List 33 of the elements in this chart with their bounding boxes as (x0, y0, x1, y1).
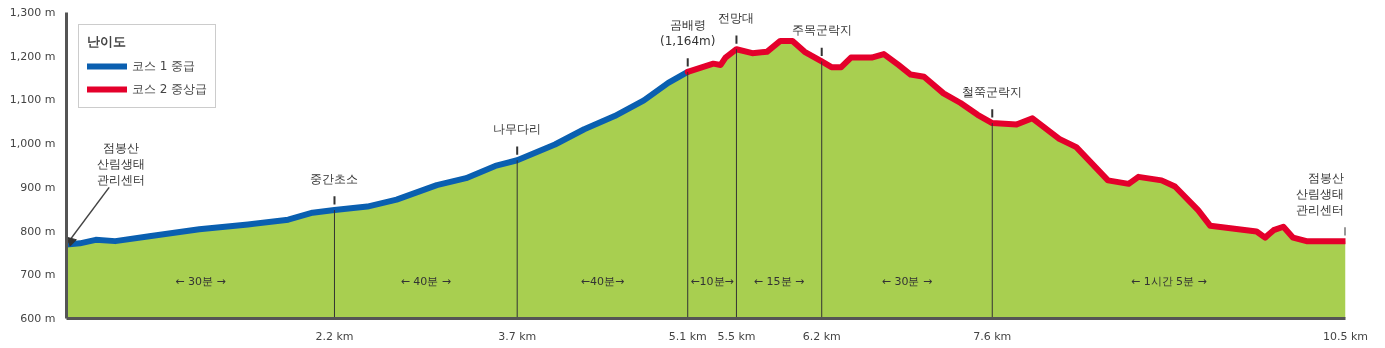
annotation: 전망대 (718, 11, 755, 26)
annotation: 나무다리 (493, 122, 542, 137)
x-tick-label: 5.1 km (668, 329, 707, 343)
annotation: 주목군락지 (791, 23, 852, 38)
annotation: ←40분→ (580, 275, 625, 289)
y-tick-label: 1,100 m (9, 93, 56, 107)
y-tick-label: 800 m (20, 224, 56, 238)
y-tick-label: 1,200 m (9, 49, 56, 63)
annotation: 점봉산 산림생태 관리센터 (97, 141, 146, 188)
annotation: ←10분→ (690, 275, 734, 289)
y-tick-label: 1,000 m (9, 137, 56, 151)
x-tick-label: 10.5 km (1322, 329, 1369, 343)
y-tick-label: 1,300 m (9, 6, 56, 19)
annotation: ← 30분 → (881, 275, 933, 289)
x-tick-label: 7.6 km (973, 329, 1012, 343)
annotation: ← 40분 → (400, 275, 452, 289)
annotation: ← 1시간 5분 → (1130, 275, 1207, 289)
y-tick-label: 700 m (20, 268, 56, 282)
x-tick-label: 5.5 km (717, 329, 756, 343)
annotation: 점봉산 산림생태 관리센터 (1295, 170, 1344, 218)
annotation: ← 15분 → (753, 275, 805, 289)
y-tick-label: 600 m (20, 312, 56, 325)
annotation: 중간초소 (310, 172, 359, 187)
annotation: ← 30분 → (175, 275, 226, 289)
legend-label: 코스 1 중급 (132, 57, 196, 75)
x-tick-label: 6.2 km (802, 329, 841, 343)
legend-label: 코스 2 중상급 (132, 80, 208, 98)
annotation: 곰배령 (1,164m) (660, 17, 716, 48)
legend-title: 난이도 (87, 33, 127, 51)
y-tick-label: 900 m (20, 180, 56, 194)
annotation: 철쭉군락지 (962, 85, 1023, 100)
x-tick-label: 3.7 km (498, 329, 537, 343)
x-tick-label: 2.2 km (315, 329, 354, 343)
